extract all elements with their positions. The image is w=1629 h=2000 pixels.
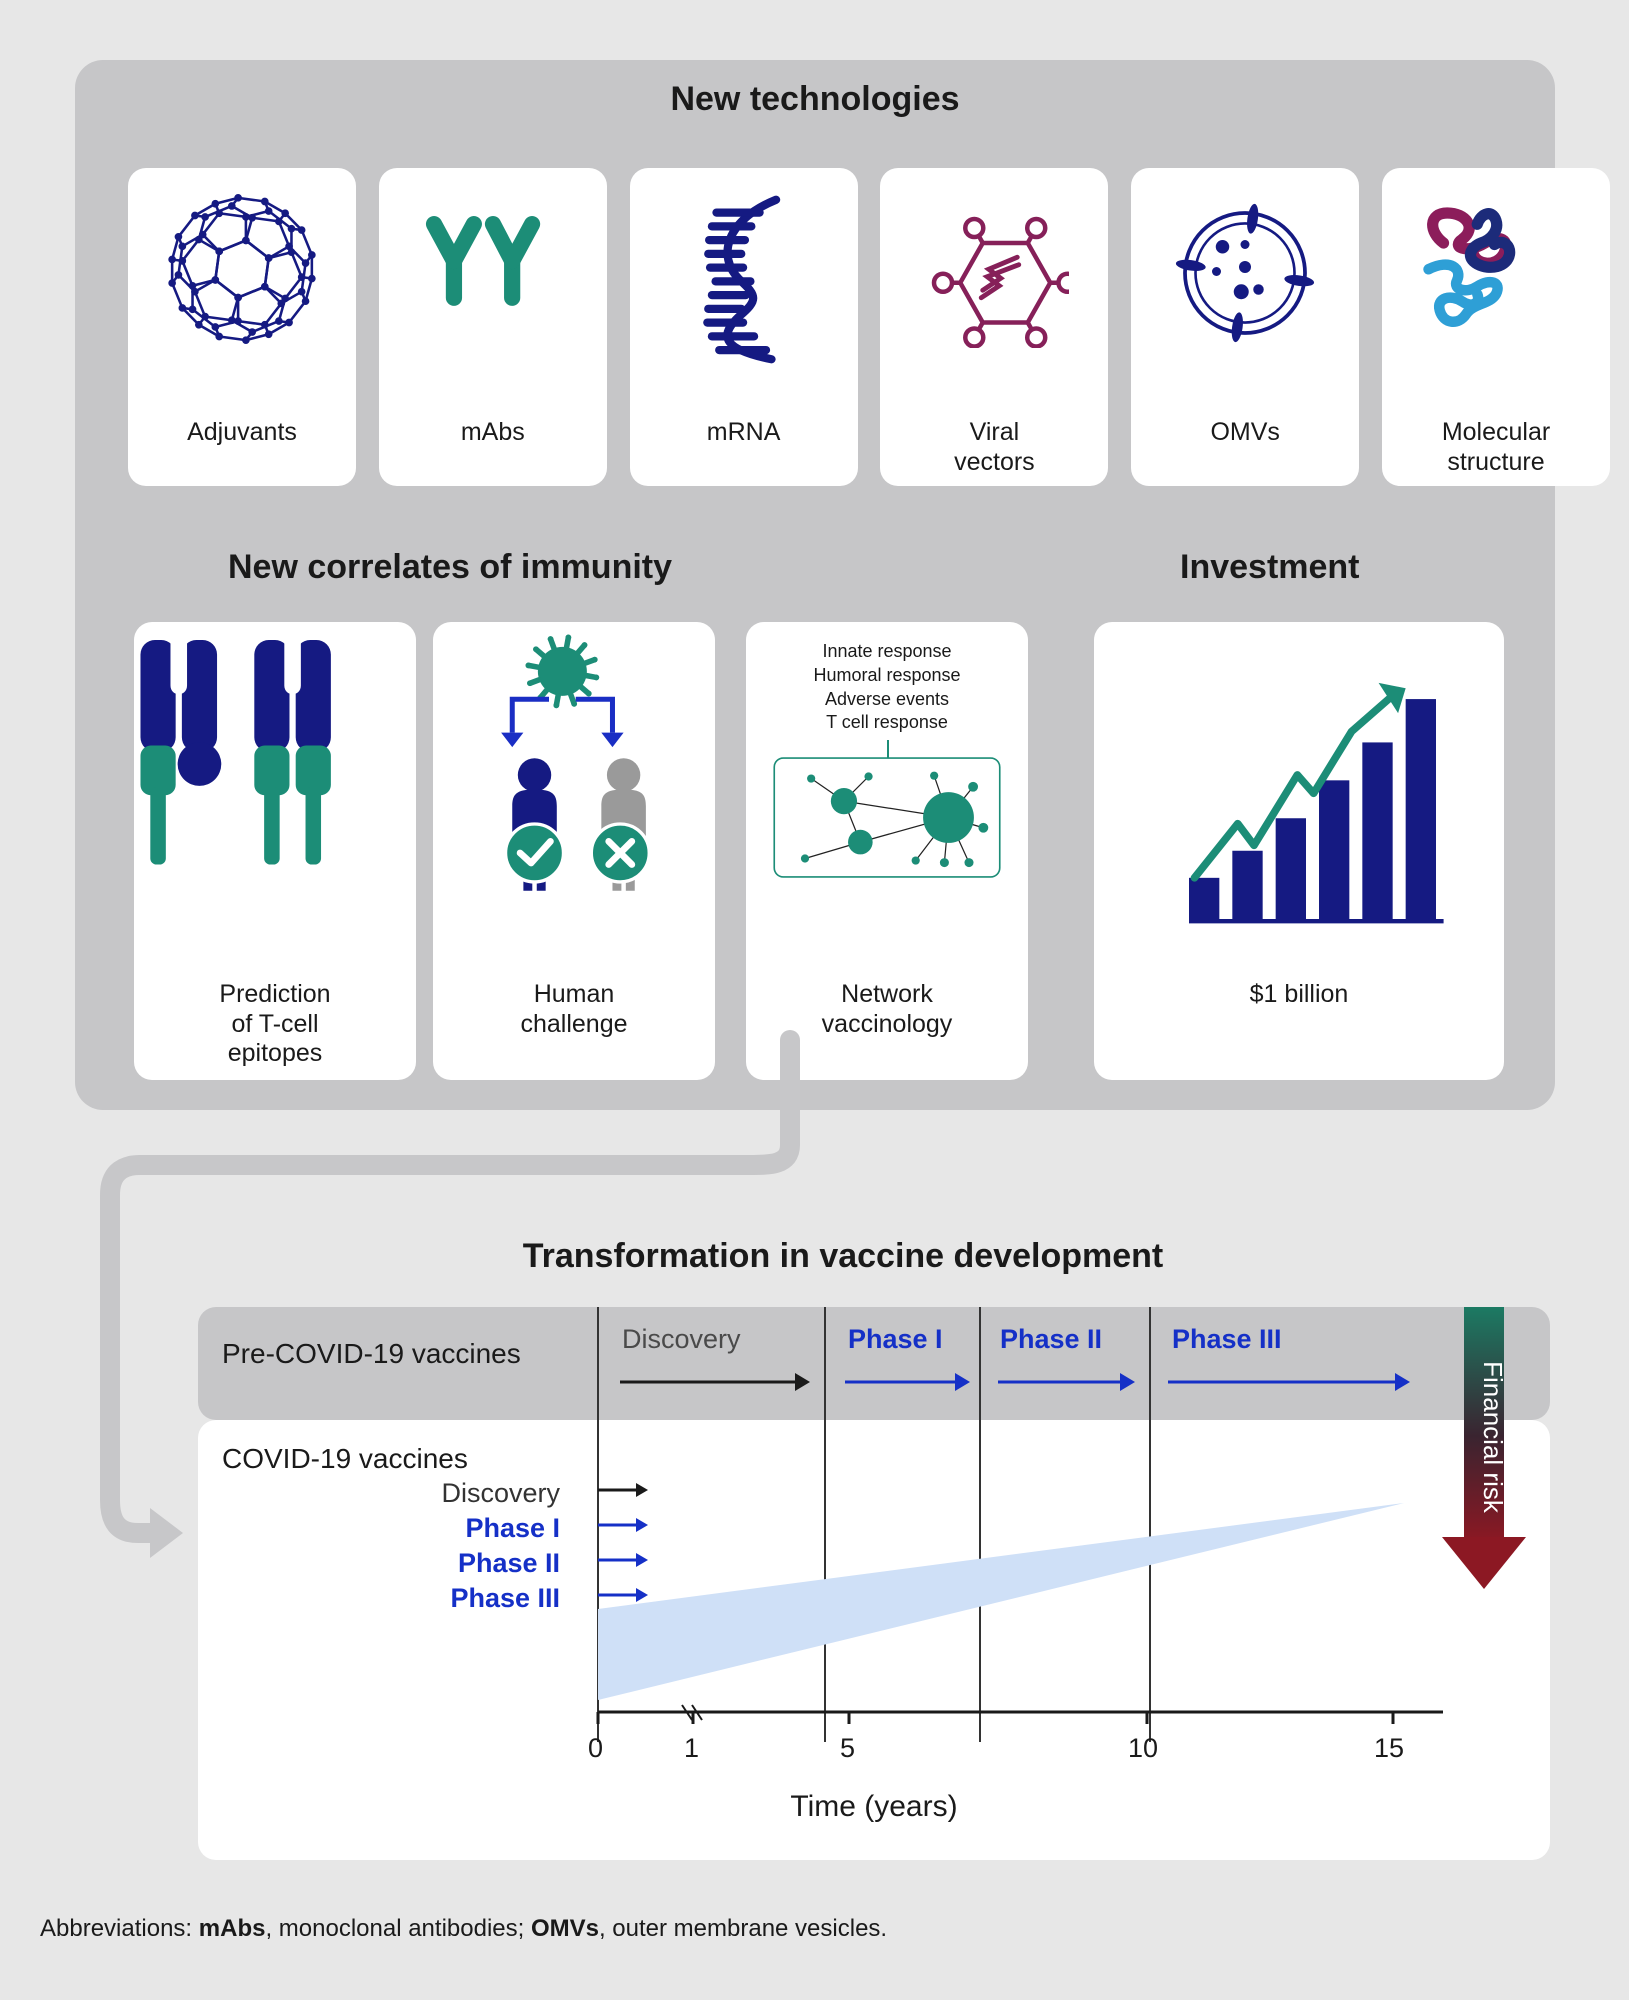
svg-text:10: 10 [1128, 1733, 1158, 1763]
svg-text:5: 5 [840, 1733, 855, 1763]
svg-text:1: 1 [684, 1733, 699, 1763]
svg-text:Financial risk: Financial risk [1478, 1361, 1508, 1514]
svg-text:15: 15 [1374, 1733, 1404, 1763]
svg-text:0: 0 [588, 1733, 603, 1763]
